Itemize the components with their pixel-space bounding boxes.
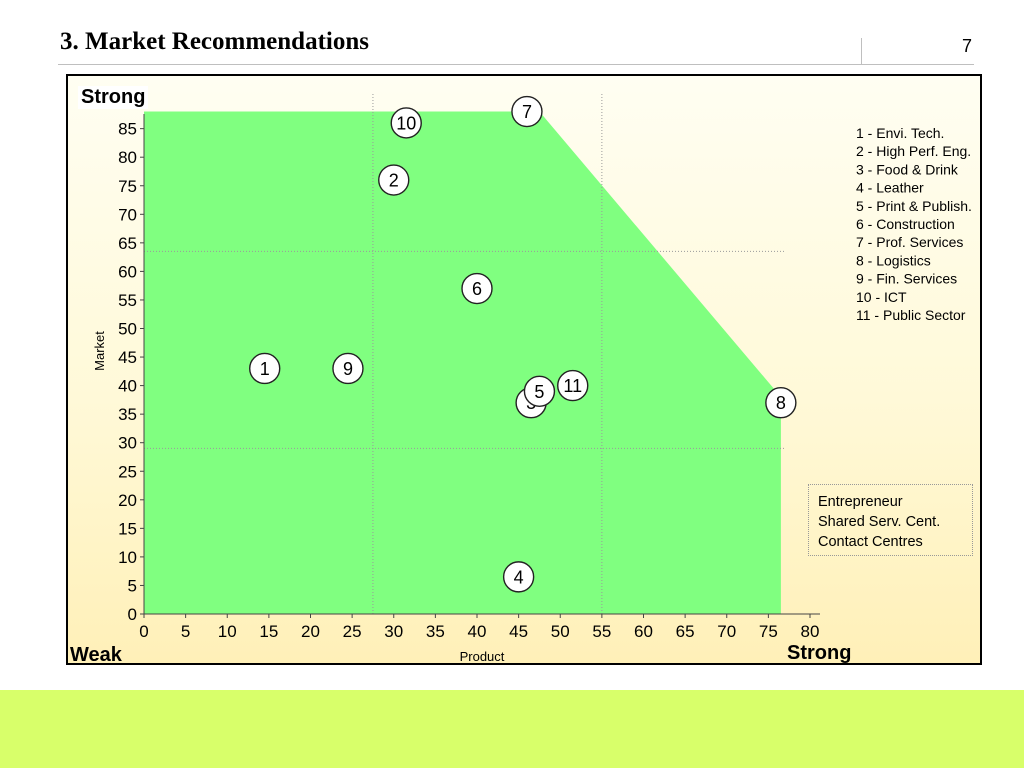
data-point-marker bbox=[502, 561, 535, 593]
y-tick-label: 40 bbox=[118, 377, 137, 396]
x-tick-label: 60 bbox=[634, 622, 653, 641]
data-point-label: 4 bbox=[514, 567, 524, 587]
note-line: Contact Centres bbox=[818, 534, 923, 550]
x-axis-label: Product bbox=[460, 649, 505, 663]
data-point-marker bbox=[332, 352, 364, 385]
data-point: 2 bbox=[378, 164, 410, 196]
x-tick-label: 20 bbox=[301, 622, 320, 641]
x-tick-label: 50 bbox=[551, 622, 570, 641]
y-axis-label: Market bbox=[92, 331, 107, 371]
x-tick-label: 55 bbox=[592, 622, 611, 641]
data-point-label: 10 bbox=[396, 113, 416, 133]
x-tick-label: 10 bbox=[218, 622, 237, 641]
y-tick-label: 25 bbox=[118, 462, 137, 481]
legend-entry: 3 - Food & Drink bbox=[856, 161, 959, 177]
x-tick-label: 45 bbox=[509, 622, 528, 641]
x-tick-label: 0 bbox=[139, 622, 148, 641]
y-tick-label: 35 bbox=[118, 405, 137, 424]
x-tick-label: 5 bbox=[181, 622, 190, 641]
data-point-marker bbox=[390, 107, 422, 139]
data-point-label: 7 bbox=[522, 102, 532, 122]
y-tick-label: 50 bbox=[118, 320, 137, 339]
y-tick-label: 10 bbox=[118, 548, 137, 567]
y-tick-label: 0 bbox=[128, 605, 137, 624]
note-line: Entrepreneur bbox=[818, 494, 903, 510]
legend-entry: 6 - Construction bbox=[856, 216, 955, 232]
corner-label-bottom-left: Weak bbox=[70, 644, 122, 665]
data-point: 6 bbox=[461, 272, 493, 305]
chart-frame: 0 5 10 15 20 25 30 35 40 45 50 55 60 65 70 75 80 85 0 5 10 15… bbox=[66, 74, 982, 665]
x-tick-label: 40 bbox=[468, 622, 487, 641]
x-tick-label: 75 bbox=[759, 622, 778, 641]
data-point-marker bbox=[523, 375, 556, 408]
note-box: Entrepreneur Shared Serv. Cent. Contact … bbox=[808, 484, 973, 556]
title-divider-vertical bbox=[861, 38, 862, 64]
legend-entry: 4 - Leather bbox=[856, 180, 924, 196]
y-tick-label: 15 bbox=[118, 519, 137, 538]
data-point-marker bbox=[378, 164, 410, 196]
legend-entry: 2 - High Perf. Eng. bbox=[856, 143, 971, 159]
x-tick-label: 70 bbox=[717, 622, 736, 641]
y-tick-label: 5 bbox=[128, 576, 137, 595]
legend-entry: 10 - ICT bbox=[856, 289, 907, 305]
legend-entry: 9 - Fin. Services bbox=[856, 271, 957, 287]
data-point: 5 bbox=[523, 375, 556, 408]
x-tick-label: 35 bbox=[426, 622, 445, 641]
y-tick-label: 65 bbox=[118, 234, 137, 253]
data-point-label: 1 bbox=[260, 359, 270, 379]
x-tick-label: 25 bbox=[343, 622, 362, 641]
data-point: 11 bbox=[557, 369, 589, 402]
green-region bbox=[144, 111, 781, 614]
x-tick-label: 30 bbox=[384, 622, 403, 641]
data-point: 7 bbox=[511, 95, 543, 128]
data-point: 1 bbox=[249, 352, 281, 385]
data-point-marker bbox=[461, 272, 493, 305]
data-point-marker bbox=[511, 95, 543, 128]
y-tick-label: 60 bbox=[118, 262, 137, 281]
data-point-label: 9 bbox=[343, 359, 353, 379]
corner-label-bottom-right: Strong bbox=[787, 642, 852, 664]
data-point-marker bbox=[765, 387, 797, 419]
y-tick-label: 55 bbox=[118, 291, 137, 310]
footer-band bbox=[0, 690, 1024, 768]
y-tick-label: 30 bbox=[118, 434, 137, 453]
y-tick-label: 75 bbox=[118, 177, 137, 196]
legend-entry: 11 - Public Sector bbox=[856, 307, 966, 323]
data-point: 9 bbox=[332, 352, 364, 385]
slide-title: 3. Market Recommendations bbox=[60, 28, 369, 55]
data-point-label: 6 bbox=[472, 279, 482, 299]
y-tick-label: 70 bbox=[118, 205, 137, 224]
data-point-label: 8 bbox=[776, 393, 786, 413]
note-line: Shared Serv. Cent. bbox=[818, 514, 941, 530]
data-point-label: 11 bbox=[563, 376, 582, 396]
y-tick-label: 80 bbox=[118, 148, 137, 167]
data-point-marker bbox=[249, 352, 281, 385]
data-point-label: 5 bbox=[534, 382, 544, 402]
y-tick-label: 20 bbox=[118, 491, 137, 510]
x-tick-label: 15 bbox=[259, 622, 278, 641]
x-tick-label: 80 bbox=[801, 622, 820, 641]
legend-entry: 7 - Prof. Services bbox=[856, 234, 963, 250]
data-point: 8 bbox=[765, 387, 797, 419]
y-tick-label: 45 bbox=[118, 348, 137, 367]
legend-entry: 8 - Logistics bbox=[856, 252, 931, 268]
data-point-label: 2 bbox=[389, 171, 399, 191]
data-point-marker bbox=[557, 369, 589, 402]
data-point: 4 bbox=[502, 561, 535, 593]
corner-label-top-left: Strong bbox=[78, 86, 149, 109]
title-divider bbox=[58, 64, 974, 65]
y-tick-label: 85 bbox=[118, 120, 137, 139]
legend-entry: 5 - Print & Publish. bbox=[856, 198, 972, 214]
data-point: 10 bbox=[390, 107, 422, 139]
legend-entry: 1 - Envi. Tech. bbox=[856, 125, 944, 141]
page-number: 7 bbox=[961, 36, 972, 56]
x-tick-label: 65 bbox=[676, 622, 695, 641]
